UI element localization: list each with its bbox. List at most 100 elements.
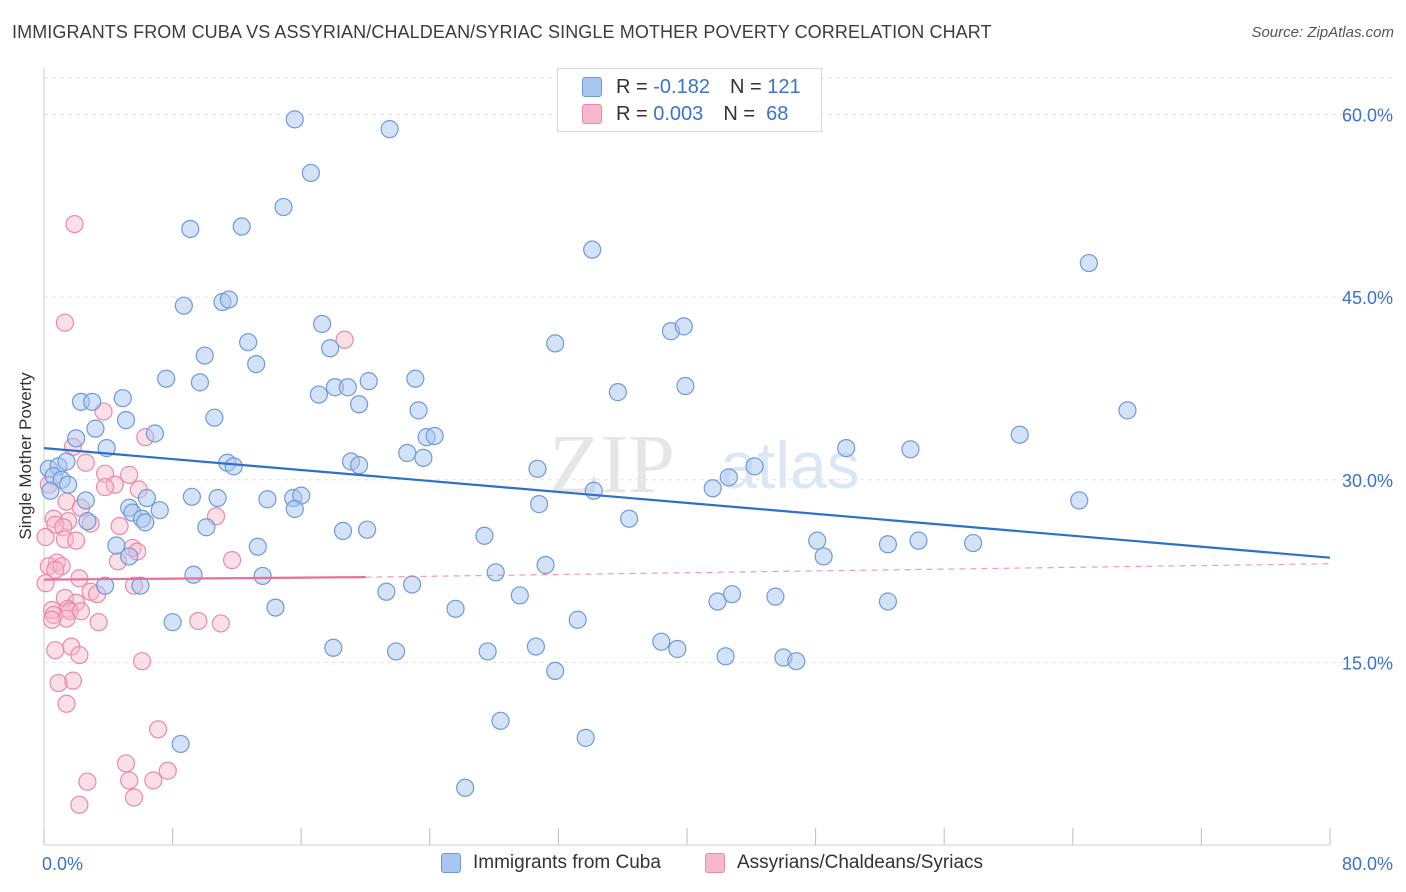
data-point-cuba bbox=[157, 369, 176, 388]
data-point-assyrians bbox=[55, 313, 74, 332]
data-point-cuba bbox=[136, 513, 155, 532]
legend-row-assyrians: R = 0.003 N = 68 bbox=[582, 102, 788, 126]
data-point-cuba bbox=[190, 373, 210, 392]
data-point-cuba bbox=[456, 778, 475, 797]
data-point-cuba bbox=[608, 383, 627, 402]
data-point-assyrians bbox=[36, 527, 55, 547]
data-point-cuba bbox=[266, 598, 285, 617]
data-point-cuba bbox=[808, 531, 827, 550]
data-point-assyrians bbox=[110, 516, 129, 536]
data-point-cuba bbox=[83, 392, 102, 411]
data-point-cuba bbox=[57, 452, 76, 471]
data-point-cuba bbox=[239, 333, 258, 352]
data-point-cuba bbox=[219, 290, 238, 309]
data-point-cuba bbox=[247, 355, 266, 374]
data-point-cuba bbox=[409, 401, 428, 420]
data-point-cuba bbox=[76, 491, 95, 510]
bottom-legend-cuba: Immigrants from Cuba bbox=[441, 852, 661, 874]
data-point-cuba bbox=[358, 520, 377, 539]
data-point-assyrians bbox=[335, 330, 354, 349]
legend-n-value-cuba: 121 bbox=[767, 75, 801, 98]
data-point-assyrians bbox=[149, 720, 168, 739]
axes bbox=[43, 68, 1331, 846]
data-point-assyrians bbox=[63, 671, 83, 690]
bottom-legend-label-cuba: Immigrants from Cuba bbox=[473, 852, 661, 873]
data-point-cuba bbox=[406, 369, 425, 388]
data-point-assyrians bbox=[189, 611, 208, 631]
data-point-assyrians bbox=[46, 560, 65, 579]
data-point-cuba bbox=[274, 197, 293, 217]
data-point-cuba bbox=[964, 533, 983, 553]
data-point-cuba bbox=[652, 632, 671, 651]
data-point-cuba bbox=[528, 459, 547, 478]
data-point-cuba bbox=[814, 547, 833, 566]
data-point-cuba bbox=[181, 219, 200, 239]
data-point-cuba bbox=[285, 499, 304, 519]
y-tick-labels: 15.0% 30.0% 45.0% 60.0% bbox=[1342, 106, 1393, 674]
data-point-assyrians bbox=[71, 602, 91, 621]
data-point-cuba bbox=[285, 110, 304, 129]
data-point-cuba bbox=[171, 734, 190, 754]
data-point-cuba bbox=[150, 501, 169, 520]
data-point-cuba bbox=[1079, 253, 1098, 273]
bottom-legend-swatch-assyrians bbox=[705, 853, 725, 873]
data-point-cuba bbox=[568, 610, 587, 629]
data-point-cuba bbox=[722, 585, 742, 604]
data-point-assyrians bbox=[36, 574, 55, 593]
trend-lines bbox=[43, 447, 1331, 581]
data-point-cuba bbox=[478, 642, 497, 661]
data-point-cuba bbox=[530, 495, 549, 514]
data-point-assyrians bbox=[67, 531, 86, 550]
data-point-cuba bbox=[766, 587, 785, 606]
data-point-cuba bbox=[248, 537, 267, 556]
data-point-cuba bbox=[584, 481, 603, 500]
gridlines bbox=[44, 77, 1392, 663]
legend-n-value-assyrians: 68 bbox=[766, 102, 789, 125]
trend-line-assyrians bbox=[43, 576, 366, 581]
data-point-cuba bbox=[113, 389, 132, 408]
data-point-assyrians bbox=[76, 453, 95, 472]
legend-swatch-cuba bbox=[582, 77, 602, 97]
data-point-cuba bbox=[309, 385, 328, 404]
data-point-assyrians bbox=[57, 609, 76, 628]
data-point-cuba bbox=[195, 346, 214, 365]
data-point-cuba bbox=[359, 372, 378, 391]
data-point-cuba bbox=[878, 592, 898, 611]
data-point-cuba bbox=[576, 728, 595, 747]
data-point-cuba bbox=[386, 642, 406, 661]
data-point-assyrians bbox=[144, 771, 163, 790]
data-point-assyrians bbox=[70, 795, 89, 814]
data-point-cuba bbox=[787, 652, 806, 671]
data-point-cuba bbox=[78, 512, 97, 531]
y-axis-label: Single Mother Poverty bbox=[16, 372, 35, 540]
y-tick-label: 15.0% bbox=[1342, 653, 1393, 673]
data-point-cuba bbox=[232, 217, 251, 236]
data-point-cuba bbox=[120, 547, 139, 566]
data-point-cuba bbox=[620, 509, 639, 528]
data-point-assyrians bbox=[95, 477, 115, 497]
chart-title: IMMIGRANTS FROM CUBA VS ASSYRIAN/CHALDEA… bbox=[12, 22, 992, 42]
data-point-cuba bbox=[446, 599, 465, 618]
data-point-assyrians bbox=[57, 694, 76, 713]
data-point-cuba bbox=[901, 440, 920, 459]
bottom-legend: Immigrants from Cuba Assyrians/Chaldeans… bbox=[0, 852, 1406, 878]
data-point-cuba bbox=[321, 339, 340, 358]
data-point-cuba bbox=[59, 475, 78, 494]
data-point-cuba bbox=[137, 488, 156, 508]
y-tick-label: 30.0% bbox=[1342, 471, 1393, 491]
data-point-assyrians bbox=[120, 465, 139, 484]
data-point-cuba bbox=[312, 314, 332, 334]
data-point-cuba bbox=[719, 468, 738, 487]
data-point-cuba bbox=[41, 481, 60, 500]
data-point-cuba bbox=[174, 296, 193, 315]
legend-n-label: N = bbox=[723, 102, 755, 125]
data-point-cuba bbox=[333, 521, 353, 540]
legend-r-value-cuba: -0.182 bbox=[653, 75, 710, 98]
data-point-cuba bbox=[403, 575, 422, 594]
data-point-cuba bbox=[510, 586, 529, 605]
data-point-cuba bbox=[716, 647, 735, 666]
data-point-cuba bbox=[253, 566, 272, 586]
series-cuba-points bbox=[39, 110, 1137, 797]
data-point-cuba bbox=[475, 526, 494, 545]
